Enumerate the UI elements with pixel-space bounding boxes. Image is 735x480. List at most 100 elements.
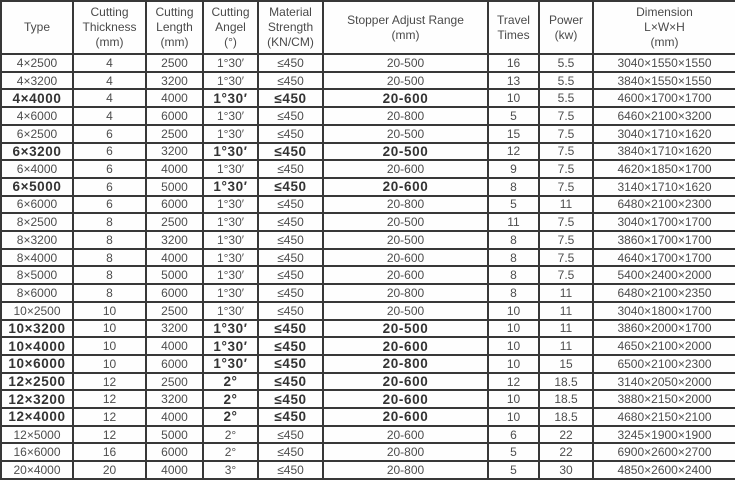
cell-power: 22 (538, 424, 594, 445)
cell-stopper: 20-500 (322, 300, 489, 321)
cell-type: 6×3200 (0, 141, 74, 162)
cell-type: 16×6000 (0, 442, 74, 463)
cell-thickness: 10 (72, 300, 147, 321)
cell-angle: 1°30′ (202, 88, 259, 109)
cell-stopper: 20-600 (322, 247, 489, 268)
cell-power: 5.5 (538, 88, 594, 109)
cell-angle: 1°30′ (202, 265, 259, 286)
table-row: 4×2500 4 2500 1°30′ ≤450 20-500 16 5.5 3040×1550… (0, 53, 735, 73)
cell-length: 4000 (145, 247, 204, 268)
cell-angle: 2° (202, 442, 259, 463)
cell-angle: 1°30′ (202, 300, 259, 321)
cell-length: 3200 (145, 70, 204, 91)
cell-strength: ≤450 (257, 442, 324, 463)
cell-type: 12×5000 (0, 424, 74, 445)
cell-dimension: 4620×1850×1700 (592, 159, 735, 179)
table-row: 10×3200 10 3200 1°30′ ≤450 20-500 10 11 3860×200… (0, 318, 735, 339)
cell-power: 7.5 (538, 176, 594, 197)
cell-length: 2500 (145, 123, 204, 144)
cell-length: 4000 (145, 88, 204, 109)
cell-strength: ≤450 (257, 300, 324, 321)
cell-stopper: 20-500 (322, 230, 489, 250)
cell-dimension: 5400×2400×2000 (592, 265, 735, 286)
cell-type: 10×6000 (0, 353, 74, 374)
cell-stopper: 20-600 (322, 336, 489, 356)
cell-angle: 1°30′ (202, 123, 259, 144)
cell-travel: 5 (487, 460, 540, 480)
cell-travel: 10 (487, 407, 540, 427)
cell-thickness: 4 (72, 88, 147, 109)
cell-angle: 1°30′ (202, 230, 259, 250)
table-row: 4×4000 4 4000 1°30′ ≤450 20-600 10 5.5 4600×1700… (0, 88, 735, 109)
table-header: Type Cutting Thickness (mm) Cutting Length… (0, 0, 735, 55)
cell-type: 6×4000 (0, 159, 74, 179)
cell-travel: 13 (487, 70, 540, 91)
cell-type: 12×2500 (0, 371, 74, 392)
cell-strength: ≤450 (257, 265, 324, 286)
cell-dimension: 3840×1550×1550 (592, 70, 735, 91)
cell-travel: 10 (487, 336, 540, 356)
cell-strength: ≤450 (257, 106, 324, 126)
cell-travel: 5 (487, 106, 540, 126)
cell-angle: 1°30′ (202, 318, 259, 339)
cell-power: 7.5 (538, 159, 594, 179)
cell-power: 7.5 (538, 212, 594, 233)
cell-travel: 10 (487, 318, 540, 339)
cell-power: 22 (538, 442, 594, 463)
table-row: 8×6000 8 6000 1°30′ ≤450 20-800 8 11 6480×2100×2… (0, 283, 735, 303)
cell-thickness: 10 (72, 336, 147, 356)
cell-type: 6×6000 (0, 194, 74, 215)
cell-thickness: 10 (72, 318, 147, 339)
cell-strength: ≤450 (257, 70, 324, 91)
cell-travel: 15 (487, 123, 540, 144)
cell-thickness: 6 (72, 194, 147, 215)
cell-type: 8×3200 (0, 230, 74, 250)
table-row: 8×3200 8 3200 1°30′ ≤450 20-500 8 7.5 3860×1700×… (0, 230, 735, 250)
cell-angle: 2° (202, 407, 259, 427)
header-cell-power: Power (kw) (538, 0, 594, 55)
cell-strength: ≤450 (257, 371, 324, 392)
cell-thickness: 6 (72, 123, 147, 144)
cell-power: 18.5 (538, 389, 594, 410)
cell-angle: 3° (202, 460, 259, 480)
cell-angle: 2° (202, 371, 259, 392)
cell-type: 20×4000 (0, 460, 74, 480)
cell-length: 5000 (145, 176, 204, 197)
cell-travel: 8 (487, 247, 540, 268)
cell-stopper: 20-600 (322, 371, 489, 392)
cell-angle: 1°30′ (202, 283, 259, 303)
cell-angle: 1°30′ (202, 247, 259, 268)
cell-dimension: 6500×2100×2300 (592, 353, 735, 374)
cell-strength: ≤450 (257, 336, 324, 356)
cell-strength: ≤450 (257, 212, 324, 233)
cell-travel: 12 (487, 371, 540, 392)
table-row: 12×2500 12 2500 2° ≤450 20-600 12 18.5 3140×2050… (0, 371, 735, 392)
cell-travel: 8 (487, 230, 540, 250)
header-cell-travel: Travel Times (487, 0, 540, 55)
cell-dimension: 3140×2050×2000 (592, 371, 735, 392)
cell-dimension: 3880×2150×2000 (592, 389, 735, 410)
cell-travel: 10 (487, 389, 540, 410)
cell-strength: ≤450 (257, 141, 324, 162)
cell-length: 6000 (145, 106, 204, 126)
cell-power: 18.5 (538, 371, 594, 392)
cell-length: 2500 (145, 53, 204, 73)
cell-power: 7.5 (538, 230, 594, 250)
cell-dimension: 6480×2100×2300 (592, 194, 735, 215)
cell-dimension: 6460×2100×3200 (592, 106, 735, 126)
header-cell-angle: Cutting Angel (°) (202, 0, 259, 55)
cell-travel: 5 (487, 442, 540, 463)
table-row: 16×6000 16 6000 2° ≤450 20-800 5 22 6900×2600×27… (0, 442, 735, 463)
cell-travel: 6 (487, 424, 540, 445)
cell-dimension: 4680×2150×2100 (592, 407, 735, 427)
cell-strength: ≤450 (257, 424, 324, 445)
header-cell-dimension: Dimension L×W×H (mm) (592, 0, 735, 55)
cell-type: 6×2500 (0, 123, 74, 144)
table-row: 20×4000 20 4000 3° ≤450 20-800 5 30 4850×2600×24… (0, 460, 735, 480)
cell-thickness: 10 (72, 353, 147, 374)
cell-power: 11 (538, 283, 594, 303)
table-row: 6×3200 6 3200 1°30′ ≤450 20-500 12 7.5 3840×1710… (0, 141, 735, 162)
cell-thickness: 6 (72, 159, 147, 179)
cell-length: 4000 (145, 336, 204, 356)
